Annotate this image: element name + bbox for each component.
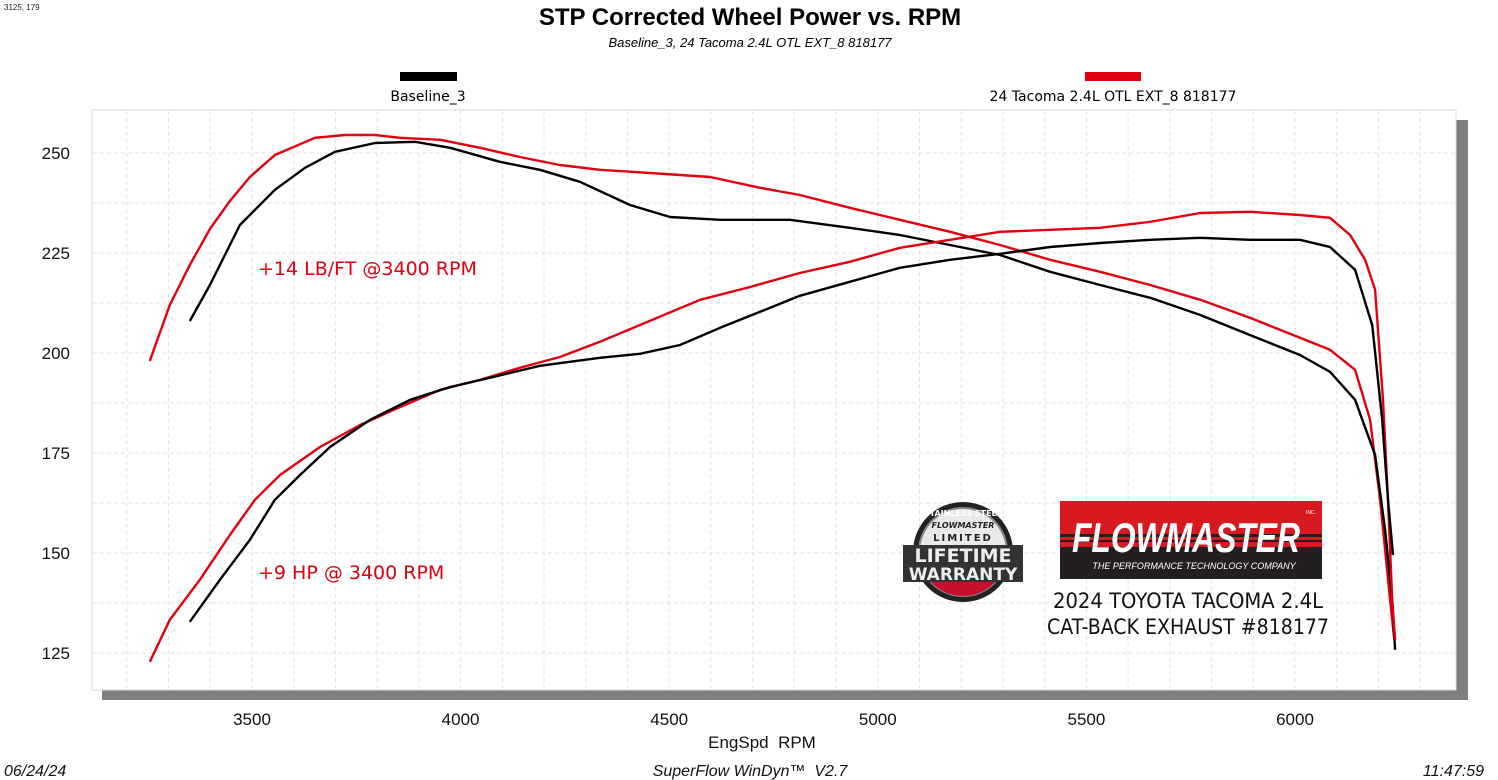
annotation-hp-gain: +9 HP @ 3400 RPM	[258, 562, 444, 584]
x-tick-label: 6000	[1276, 710, 1314, 729]
annotation-torque-gain: +14 LB/FT @3400 RPM	[258, 258, 477, 280]
y-tick-label: 175	[42, 444, 70, 463]
warranty-arc-text: STAINLESS STEEL	[924, 509, 1002, 518]
footer-time: 11:47:59	[1423, 763, 1484, 780]
x-tick-label: 4500	[650, 710, 688, 729]
series-line-0-tacoma	[148, 133, 1396, 640]
grid	[93, 111, 1455, 689]
flowmaster-wordmark: FLOWMASTER	[1072, 514, 1301, 561]
flowmaster-inc: INC.	[1306, 510, 1316, 516]
product-line1: 2024 TOYOTA TACOMA 2.4L	[1053, 589, 1323, 613]
plot-area	[91, 109, 1457, 691]
legend-swatch-tacoma	[1085, 72, 1141, 81]
x-tick-label: 4000	[442, 710, 480, 729]
legend-swatch-baseline	[400, 72, 457, 81]
y-tick-label: 150	[42, 544, 70, 563]
warranty-brand: FLOWMASTER	[932, 521, 995, 530]
lifetime-warranty-logo: STAINLESS STEEL FLOWMASTER LIMITED LIFET…	[903, 502, 1023, 602]
y-tick-label: 225	[42, 244, 70, 263]
warranty-line1: LIMITED	[933, 533, 993, 544]
x-tick-label: 3500	[233, 710, 271, 729]
warranty-line2: LIFETIME	[914, 545, 1011, 567]
y-tick-label: 125	[42, 644, 70, 663]
footer-software: SuperFlow WinDyn™ V2.7	[653, 763, 849, 780]
product-line2: CAT-BACK EXHAUST #818177	[1047, 615, 1329, 639]
series-line-1-baseline	[188, 140, 1397, 650]
legend-label-baseline: Baseline_3	[390, 89, 465, 105]
flowmaster-logo: FLOWMASTER INC. THE PERFORMANCE TECHNOLO…	[1060, 501, 1322, 579]
series-line-3-baseline	[188, 236, 1395, 623]
y-tick-label: 200	[42, 344, 70, 363]
chart-title: STP Corrected Wheel Power vs. RPM	[539, 4, 961, 31]
footer-date: 06/24/24	[4, 763, 66, 780]
series-lines	[148, 133, 1397, 663]
y-axis-ticks: 125 150 175 200 225 250	[42, 144, 70, 663]
warranty-line3: WARRANTY	[909, 565, 1018, 585]
flowmaster-tagline: THE PERFORMANCE TECHNOLOGY COMPANY	[1092, 561, 1296, 571]
x-axis-ticks: 3500 4000 4500 5000 5500 6000	[233, 710, 1314, 729]
x-axis-label: EngSpd RPM	[708, 733, 816, 752]
corner-readout: 3125, 179	[4, 3, 40, 12]
x-tick-label: 5000	[859, 710, 897, 729]
x-tick-label: 5500	[1067, 710, 1105, 729]
series-line-2-tacoma	[148, 210, 1397, 663]
legend-label-tacoma: 24 Tacoma 2.4L OTL EXT_8 818177	[990, 89, 1237, 105]
chart-subtitle: Baseline_3, 24 Tacoma 2.4L OTL EXT_8 818…	[608, 35, 892, 50]
y-tick-label: 250	[42, 144, 70, 163]
